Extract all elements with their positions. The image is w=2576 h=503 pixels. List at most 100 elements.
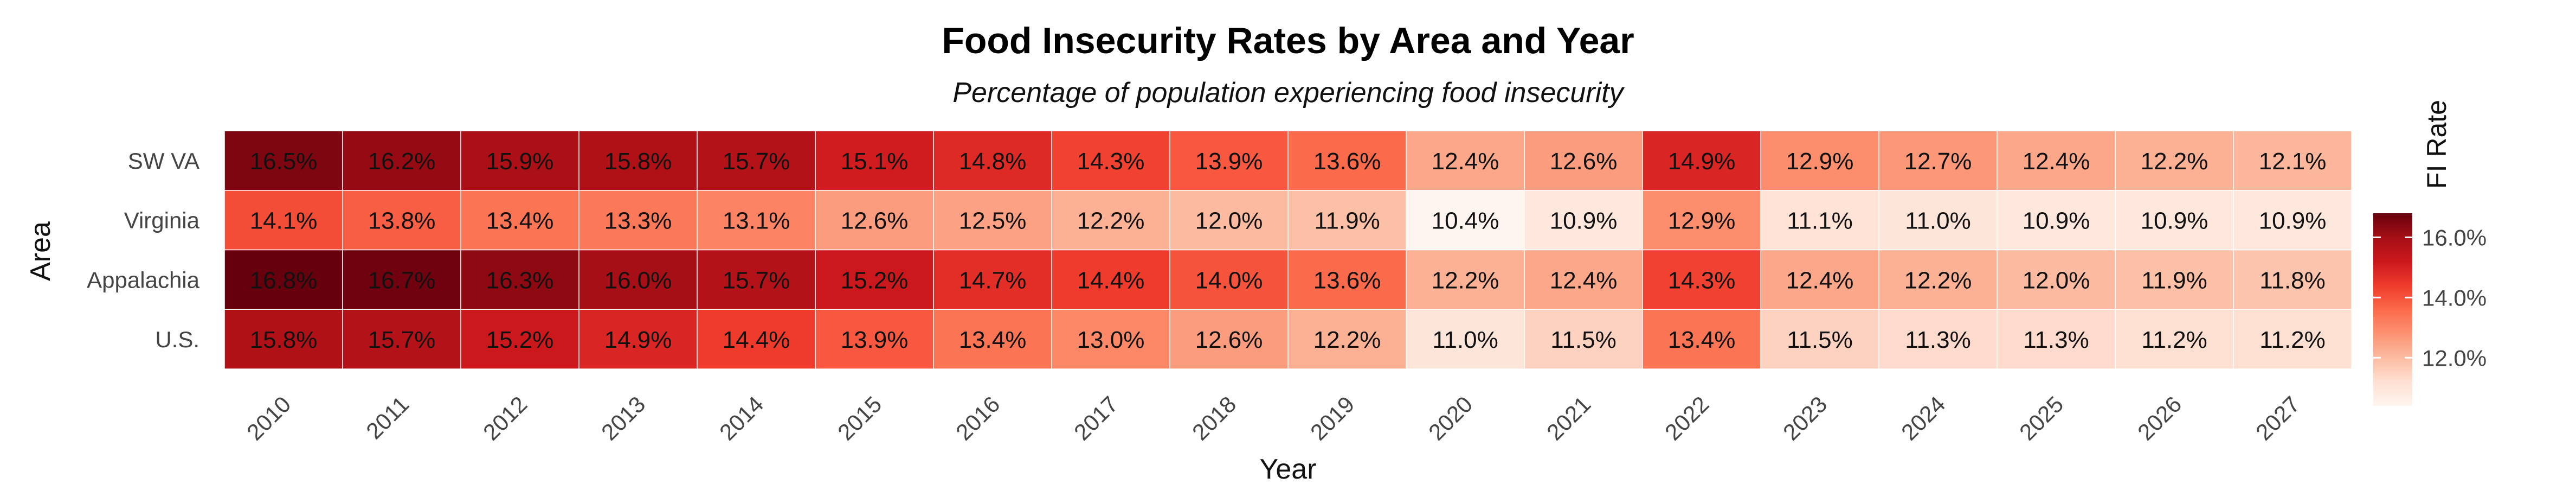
heatmap-cell [2115,190,2234,251]
heatmap-cell [460,309,579,370]
cell-value-label: 10.9% [2023,208,2090,234]
heatmap-cell [1878,130,1998,191]
cell-value-label: 12.6% [841,208,909,234]
heatmap-cell [1524,249,1643,310]
heatmap-cell [2233,249,2352,310]
cell-value-label: 13.4% [959,327,1027,353]
heatmap-cell [342,309,461,370]
heatmap-cell [933,190,1052,251]
x-tick-label: 2027 [2251,391,2304,445]
cell-value-label: 14.4% [1077,267,1145,294]
cell-value-label: 12.6% [1550,148,1618,175]
cell-value-label: 12.4% [1550,267,1618,294]
cell-value-label: 16.3% [486,267,554,294]
cell-value-label: 12.0% [2023,267,2090,294]
cell-value-label: 16.8% [250,267,318,294]
cell-value-label: 12.7% [1904,148,1972,175]
cell-value-label: 13.4% [1668,327,1736,353]
x-tick-label: 2021 [1542,391,1595,445]
heatmap-cell [1760,309,1879,370]
cell-value-label: 12.4% [2023,148,2090,175]
x-axis-title: Year [1259,454,1316,485]
x-tick-label: 2020 [1424,391,1477,445]
cell-value-label: 13.9% [841,327,909,353]
heatmap-cell [1287,190,1407,251]
heatmap-cell [1287,249,1407,310]
legend-ticks: 12.0% 14.0% 16.0% [2373,225,2487,371]
cell-value-label: 14.8% [959,148,1027,175]
cell-value-label: 12.6% [1195,327,1263,353]
heatmap-cell [1878,309,1998,370]
legend-title: FI Rate [2422,100,2452,189]
heatmap-cell [697,130,816,191]
heatmap-cell [578,249,698,310]
cell-value-label: 10.9% [2259,208,2327,234]
x-axis-ticks: 2010 2011 2012 2013 2014 2015 2016 2017 2018 2019… [242,391,2304,445]
cell-value-label: 15.2% [841,267,909,294]
heatmap-cell [1760,130,1879,191]
heatmap-cell [815,309,934,370]
cell-value-label: 12.2% [1904,267,1972,294]
cell-value-label: 12.5% [959,208,1027,234]
heatmap-cell [342,190,461,251]
cell-value-label: 10.9% [2141,208,2208,234]
cell-value-label: 14.7% [959,267,1027,294]
cell-value-label: 11.3% [1905,327,1971,353]
heatmap-cell [224,249,343,310]
cell-value-label: 15.9% [486,148,554,175]
heatmap-cell [933,309,1052,370]
legend-tick-label: 12.0% [2422,345,2487,371]
heatmap-cell [578,309,698,370]
heatmap-cell [697,309,816,370]
heatmap-cell [1642,249,1761,310]
cell-value-label: 11.0% [1432,327,1498,353]
x-tick-label: 2022 [1660,391,1714,445]
cell-value-label: 16.5% [250,148,318,175]
heatmap-cell [2233,309,2352,370]
heatmap-cell [224,130,343,191]
x-tick-label: 2018 [1187,391,1241,445]
heatmap-cell [815,130,934,191]
cell-value-label: 12.2% [1313,327,1381,353]
cell-value-label: 12.9% [1786,148,1854,175]
heatmap-cell [1406,249,1525,310]
heatmap-cell [1051,130,1170,191]
heatmap-cell [1760,249,1879,310]
y-tick-label: U.S. [155,327,199,352]
heatmap-cell [1642,130,1761,191]
heatmap-cell [815,249,934,310]
heatmap-cell [342,130,461,191]
x-tick-label: 2025 [2014,391,2068,445]
heatmap-cell [578,130,698,191]
cell-value-label: 14.3% [1668,267,1736,294]
y-tick-label: Appalachia [87,267,199,292]
cell-value-label: 15.7% [368,327,436,353]
heatmap-cell [460,130,579,191]
cell-value-label: 12.4% [1786,267,1854,294]
heatmap-cell [1524,309,1643,370]
heatmap-cell [1406,190,1525,251]
cell-value-label: 12.2% [2141,148,2208,175]
heatmap-cell [1642,190,1761,251]
cell-value-label: 10.4% [1432,208,1499,234]
heatmap-cell [1997,130,2116,191]
legend-tick-label: 14.0% [2422,285,2487,310]
cell-value-label: 13.6% [1313,267,1381,294]
heatmap-cell [2115,130,2234,191]
cell-value-label: 11.3% [2023,327,2089,353]
heatmap-cell [1169,249,1289,310]
heatmap-cell [578,190,698,251]
x-tick-label: 2023 [1778,391,1832,445]
cell-value-label: 11.1% [1787,208,1853,234]
cell-value-label: 14.1% [250,208,318,234]
heatmap-cell [2233,190,2352,251]
x-tick-label: 2015 [833,391,886,445]
cell-value-label: 14.3% [1077,148,1145,175]
cell-value-label: 13.1% [723,208,790,234]
heatmap-cell [224,309,343,370]
heatmap-cell [460,249,579,310]
cell-value-label: 11.0% [1905,208,1971,234]
cell-value-label: 16.7% [368,267,436,294]
cell-value-label: 13.0% [1077,327,1145,353]
